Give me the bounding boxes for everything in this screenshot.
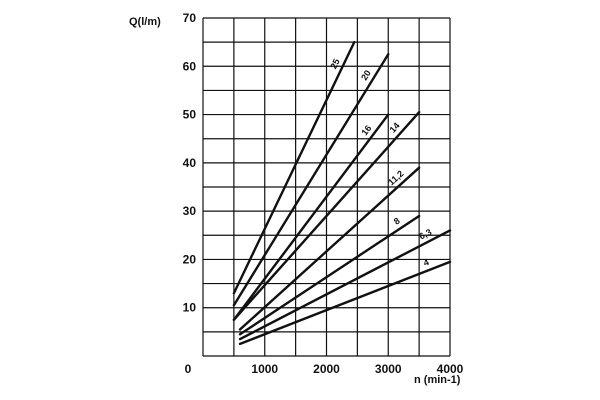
x-tick-label: 0 [185,362,192,376]
series-label: 4 [422,257,430,268]
series-line [238,214,421,336]
y-tick-label: 60 [183,59,197,73]
x-tick-label: 4000 [437,362,464,376]
chart-series-lines [232,40,452,346]
series-line [238,229,452,341]
y-axis-tick-labels: 10 20 30 40 50 60 70 [183,11,197,315]
series-label: 20 [359,68,373,82]
series-line [232,110,421,321]
y-axis-title: Q(l/m) [129,16,161,28]
y-tick-label: 10 [183,301,197,315]
series-label: 16 [359,123,373,137]
x-tick-label: 1000 [251,362,278,376]
y-tick-label: 20 [183,252,197,266]
x-tick-label: 3000 [375,362,402,376]
series-label: 25 [328,57,341,70]
y-tick-label: 30 [183,204,197,218]
series-line [232,113,390,321]
series-line [232,40,356,295]
series-label: 14 [388,121,402,135]
x-axis-title: n (min-1) [414,374,461,386]
series-line [238,166,421,331]
series-line [238,260,452,346]
y-tick-label: 50 [183,108,197,122]
x-axis-tick-labels: 0 1000 2000 3000 4000 [185,362,464,376]
y-tick-label: 70 [183,11,197,25]
y-tick-label: 40 [183,156,197,170]
chart-grid [202,17,451,357]
series-line [232,53,390,307]
series-label: 8 [392,216,402,227]
series-label: 11,2 [386,169,405,188]
x-tick-label: 2000 [313,362,340,376]
